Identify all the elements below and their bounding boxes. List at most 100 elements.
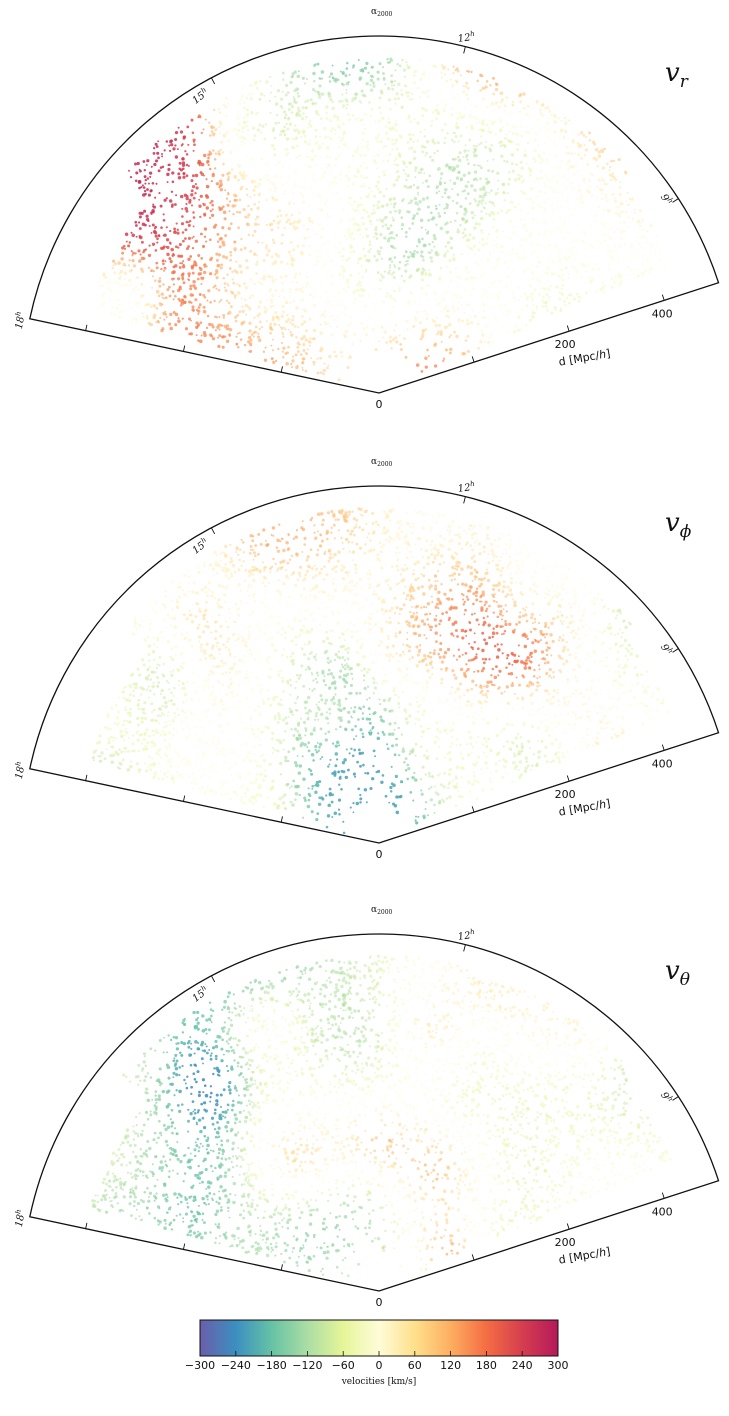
galaxy-point — [452, 72, 455, 75]
galaxy-point — [344, 600, 348, 604]
galaxy-point — [456, 102, 459, 104]
galaxy-point — [476, 164, 479, 167]
galaxy-point — [493, 119, 498, 124]
galaxy-point — [197, 306, 201, 309]
galaxy-point — [465, 595, 469, 598]
galaxy-point — [386, 291, 389, 295]
galaxy-point — [353, 584, 357, 588]
galaxy-point — [407, 255, 411, 259]
galaxy-point — [462, 236, 465, 239]
galaxy-point — [351, 154, 356, 158]
galaxy-point — [266, 174, 270, 178]
galaxy-point — [573, 257, 577, 261]
galaxy-point — [514, 226, 516, 229]
galaxy-point — [390, 606, 394, 610]
galaxy-point — [158, 663, 161, 667]
galaxy-point — [189, 219, 192, 223]
galaxy-point — [228, 333, 231, 336]
galaxy-point — [295, 673, 299, 677]
galaxy-point — [200, 759, 204, 763]
galaxy-point — [200, 232, 203, 236]
galaxy-point — [271, 293, 275, 298]
galaxy-point — [461, 636, 465, 640]
galaxy-point — [594, 221, 597, 224]
galaxy-point — [404, 172, 407, 175]
galaxy-point — [560, 119, 563, 122]
galaxy-point — [595, 290, 598, 293]
galaxy-point — [388, 339, 393, 344]
galaxy-point — [368, 101, 371, 104]
galaxy-point — [312, 337, 316, 340]
galaxy-point — [132, 734, 135, 737]
galaxy-point — [427, 299, 430, 303]
galaxy-point — [361, 712, 365, 715]
galaxy-point — [539, 169, 543, 173]
galaxy-point — [480, 274, 483, 278]
galaxy-point — [513, 603, 517, 608]
galaxy-point — [127, 750, 130, 753]
galaxy-point — [181, 231, 185, 234]
galaxy-point — [576, 141, 580, 145]
galaxy-point — [235, 143, 239, 147]
galaxy-point — [227, 637, 231, 641]
galaxy-point — [464, 197, 468, 200]
galaxy-point — [109, 735, 113, 739]
galaxy-point — [338, 136, 341, 139]
galaxy-point — [329, 660, 332, 663]
galaxy-point — [131, 233, 135, 238]
galaxy-point — [410, 185, 413, 188]
galaxy-point — [435, 191, 439, 195]
galaxy-point — [326, 250, 330, 254]
galaxy-point — [434, 584, 438, 588]
galaxy-point — [302, 587, 306, 591]
galaxy-point — [143, 638, 147, 642]
galaxy-point — [394, 122, 398, 127]
galaxy-point — [433, 320, 437, 323]
galaxy-point — [247, 233, 250, 236]
galaxy-point — [242, 282, 246, 286]
galaxy-point — [271, 278, 275, 282]
galaxy-point — [289, 330, 292, 334]
galaxy-point — [281, 289, 284, 292]
galaxy-point — [156, 151, 160, 155]
galaxy-point — [380, 326, 383, 329]
galaxy-point — [472, 287, 475, 290]
galaxy-point — [523, 223, 527, 227]
galaxy-point — [235, 783, 239, 786]
galaxy-point — [215, 276, 219, 280]
galaxy-point — [584, 688, 589, 692]
galaxy-point — [254, 222, 258, 227]
galaxy-point — [248, 161, 251, 164]
galaxy-point — [462, 173, 466, 177]
galaxy-point — [556, 285, 559, 289]
galaxy-point — [627, 225, 630, 228]
galaxy-point — [444, 188, 448, 192]
galaxy-point — [395, 234, 399, 237]
galaxy-point — [561, 752, 564, 755]
galaxy-point — [241, 125, 245, 130]
galaxy-point — [319, 534, 322, 537]
galaxy-point — [527, 666, 532, 670]
galaxy-point — [561, 193, 565, 197]
galaxy-point — [424, 228, 427, 231]
galaxy-point — [572, 239, 576, 243]
galaxy-point — [119, 269, 124, 274]
galaxy-point — [462, 156, 465, 158]
galaxy-point — [246, 120, 249, 123]
galaxy-point — [619, 210, 623, 214]
galaxy-point — [186, 631, 188, 634]
galaxy-point — [315, 129, 318, 132]
galaxy-point — [414, 201, 418, 205]
galaxy-point — [154, 225, 158, 229]
galaxy-point — [444, 164, 449, 168]
galaxy-point — [412, 73, 416, 77]
galaxy-point — [297, 129, 301, 134]
galaxy-point — [614, 199, 617, 201]
galaxy-point — [140, 720, 144, 724]
galaxy-point — [224, 234, 228, 238]
galaxy-point — [537, 154, 541, 158]
galaxy-point — [218, 245, 222, 249]
galaxy-point — [622, 229, 627, 234]
galaxy-point — [227, 176, 230, 179]
galaxy-point — [269, 570, 272, 573]
